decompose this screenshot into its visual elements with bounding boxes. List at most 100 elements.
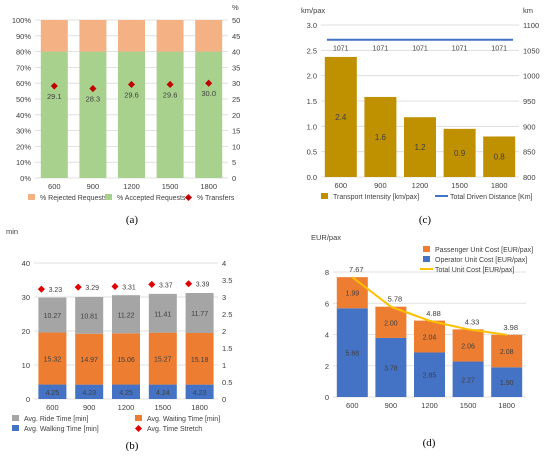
chart-b-panel: 0 10 20 30 40 0 0.5 1 1.5 2 2.5 3 3.5 4 min 4.25 15.32 10… bbox=[0, 227, 265, 454]
chart-c-bar-label: 0.9 bbox=[454, 149, 466, 158]
chart-a-y-tick-right: 35 bbox=[232, 63, 240, 72]
chart-d-total-label: 5.78 bbox=[388, 295, 403, 304]
chart-c-bar-transport-intensity bbox=[443, 128, 476, 177]
chart-b-stretch-marker bbox=[74, 283, 82, 291]
chart-c-y-left-unit: km/pax bbox=[301, 6, 325, 15]
chart-c-y-tick-right: 1050 bbox=[523, 46, 540, 55]
chart-d-caption: (d) bbox=[423, 437, 436, 449]
chart-b-bar-label-walking: 4.24 bbox=[156, 390, 170, 397]
chart-b-stretch-marker bbox=[37, 285, 45, 293]
chart-c-y-tick-right: 1000 bbox=[523, 72, 540, 81]
chart-a-transfer-label: 28.3 bbox=[86, 95, 101, 104]
chart-a-y-tick-right: 30 bbox=[232, 79, 240, 88]
chart-d-bar-label-operator: 2.85 bbox=[423, 373, 437, 380]
chart-b-bar-waiting bbox=[185, 333, 214, 385]
chart-b-bar-label-ride: 11.77 bbox=[191, 311, 208, 318]
chart-d-total-label: 7.67 bbox=[349, 265, 364, 274]
chart-c-y-right-unit: km bbox=[523, 6, 533, 15]
chart-d-total-label: 4.33 bbox=[465, 317, 480, 326]
chart-b-bar-ride bbox=[75, 296, 104, 334]
chart-d-bar-label-passenger: 2.04 bbox=[423, 335, 437, 342]
chart-d-bar-label-passenger: 2.00 bbox=[384, 320, 398, 327]
chart-b-x-tick: 1200 bbox=[118, 403, 135, 412]
chart-c-legend-swatch bbox=[321, 193, 328, 199]
chart-b-y-tick-left: 10 bbox=[22, 361, 30, 370]
chart-c-legend-label: Total Driven Distance [Km] bbox=[450, 194, 533, 201]
chart-d-bar-passenger bbox=[491, 334, 523, 368]
chart-b-y-tick-left: 20 bbox=[22, 327, 30, 336]
chart-a-y-tick-left: 90% bbox=[16, 32, 31, 41]
chart-b-y-tick-left: 0 bbox=[26, 395, 30, 404]
chart-b-bar-label-waiting: 15.06 bbox=[117, 357, 135, 364]
chart-d-y-left-unit: EUR/pax bbox=[311, 233, 341, 242]
chart-b-caption: (b) bbox=[126, 440, 139, 452]
chart-b-y-tick-right: 2.5 bbox=[222, 310, 232, 319]
chart-a-y-tick-right: 25 bbox=[232, 95, 240, 104]
chart-b-bar-waiting bbox=[75, 333, 104, 385]
chart-b-stretch-label: 3.37 bbox=[159, 282, 173, 289]
chart-d-bar-label-passenger: 2.06 bbox=[461, 343, 475, 350]
chart-d-y-tick-left: 2 bbox=[325, 362, 329, 371]
chart-c-y-tick-left: 2.0 bbox=[307, 72, 317, 81]
chart-a-transfer-marker bbox=[205, 79, 213, 87]
chart-a-bar-accepted bbox=[156, 51, 184, 178]
chart-d-bar-label-passenger: 1.99 bbox=[345, 291, 359, 298]
chart-b-legend-label: Avg. Ride Time [min] bbox=[24, 416, 89, 423]
chart-a-legend-swatch bbox=[28, 194, 35, 200]
chart-b-y-tick-right: 3.5 bbox=[222, 276, 232, 285]
chart-c-x-tick: 900 bbox=[374, 181, 387, 190]
chart-c-panel: 0.0 0.5 1.0 1.5 2.0 2.5 3.0 800 850 900 950 1000 105… bbox=[275, 0, 550, 232]
chart-a-y-tick-right: 40 bbox=[232, 48, 240, 57]
chart-a-bar-accepted bbox=[195, 51, 223, 178]
chart-b-bar-ride bbox=[185, 292, 214, 334]
chart-a-y-tick-left: 100% bbox=[12, 16, 32, 25]
chart-d-panel: 0 2 4 6 8 EUR/pax 5.68 1.99 7.67 3.78 2.00 5.78 2.85… bbox=[275, 228, 550, 454]
chart-a-transfer-label: 29.6 bbox=[124, 90, 139, 99]
chart-b-bar-label-walking: 4.25 bbox=[119, 390, 133, 397]
chart-b-stretch-label: 3.31 bbox=[122, 284, 136, 291]
chart-a-y-right-unit: % bbox=[232, 3, 239, 12]
chart-d-bar-passenger bbox=[375, 306, 407, 338]
chart-c-legend-label: Transport Intensity [km/pax] bbox=[333, 194, 419, 201]
chart-b-bar-walking bbox=[185, 384, 214, 399]
chart-d-legend-swatch bbox=[423, 256, 430, 262]
chart-d-legend-label: Operator Unit Cost [EUR/pax] bbox=[435, 257, 527, 264]
chart-c-bar-label: 0.8 bbox=[494, 153, 506, 162]
chart-a-panel: 0% 10% 20% 30% 40% 50% 60% 70% 80% 90% 100% 0 5 10 15 2… bbox=[0, 0, 265, 232]
chart-a-x-tick: 1800 bbox=[200, 182, 217, 191]
chart-b-y-tick-left: 30 bbox=[22, 293, 30, 302]
chart-b-y-tick-right: 2 bbox=[222, 327, 226, 336]
chart-c-x-tick: 1200 bbox=[412, 181, 429, 190]
chart-b-y-tick-right: 1.5 bbox=[222, 344, 232, 353]
chart-a-y-tick-right: 0 bbox=[232, 174, 236, 183]
chart-b-y-left-unit: min bbox=[6, 228, 18, 236]
chart-b-legend-label: Avg. Walking Time [min] bbox=[24, 426, 99, 433]
chart-a-transfer-label: 29.6 bbox=[163, 90, 178, 99]
chart-b-bar-ride bbox=[112, 295, 140, 334]
chart-d-bar-label-operator: 1.90 bbox=[500, 380, 514, 387]
chart-a-y-tick-right: 50 bbox=[232, 16, 240, 25]
chart-a-bar-rejected bbox=[79, 20, 107, 52]
chart-c-x-tick: 1500 bbox=[451, 181, 468, 190]
chart-b-legend-swatch bbox=[12, 425, 19, 431]
chart-b-bar-walking bbox=[112, 384, 140, 399]
chart-d-total-label: 3.98 bbox=[503, 323, 518, 332]
chart-b-bar-label-waiting: 15.27 bbox=[154, 357, 172, 364]
chart-a-y-tick-left: 20% bbox=[16, 142, 31, 151]
chart-d-bar-label-passenger: 2.08 bbox=[500, 349, 514, 356]
chart-d-bar-operator bbox=[491, 367, 523, 397]
chart-a-transfer-label: 29.1 bbox=[47, 92, 62, 101]
chart-a-bar-rejected bbox=[156, 20, 184, 52]
chart-c-y-tick-left: 1.0 bbox=[307, 122, 317, 131]
chart-a-y-tick-right: 45 bbox=[232, 32, 240, 41]
chart-d-bar-operator bbox=[375, 337, 407, 397]
chart-d-legend-label: Passenger Unit Cost [EUR/pax] bbox=[435, 247, 533, 254]
chart-d-y-tick-left: 0 bbox=[325, 393, 329, 402]
chart-b-bar-label-ride: 11.22 bbox=[118, 312, 135, 319]
chart-b-y-tick-right: 0 bbox=[222, 395, 226, 404]
chart-a-transfer-marker bbox=[89, 85, 97, 93]
chart-d-bar-operator bbox=[336, 308, 368, 397]
chart-a-legend-label: % Accepted Requests bbox=[117, 195, 186, 202]
chart-c-distance-label: 1071 bbox=[412, 46, 428, 53]
chart-b-bar-label-ride: 11.41 bbox=[154, 311, 171, 318]
